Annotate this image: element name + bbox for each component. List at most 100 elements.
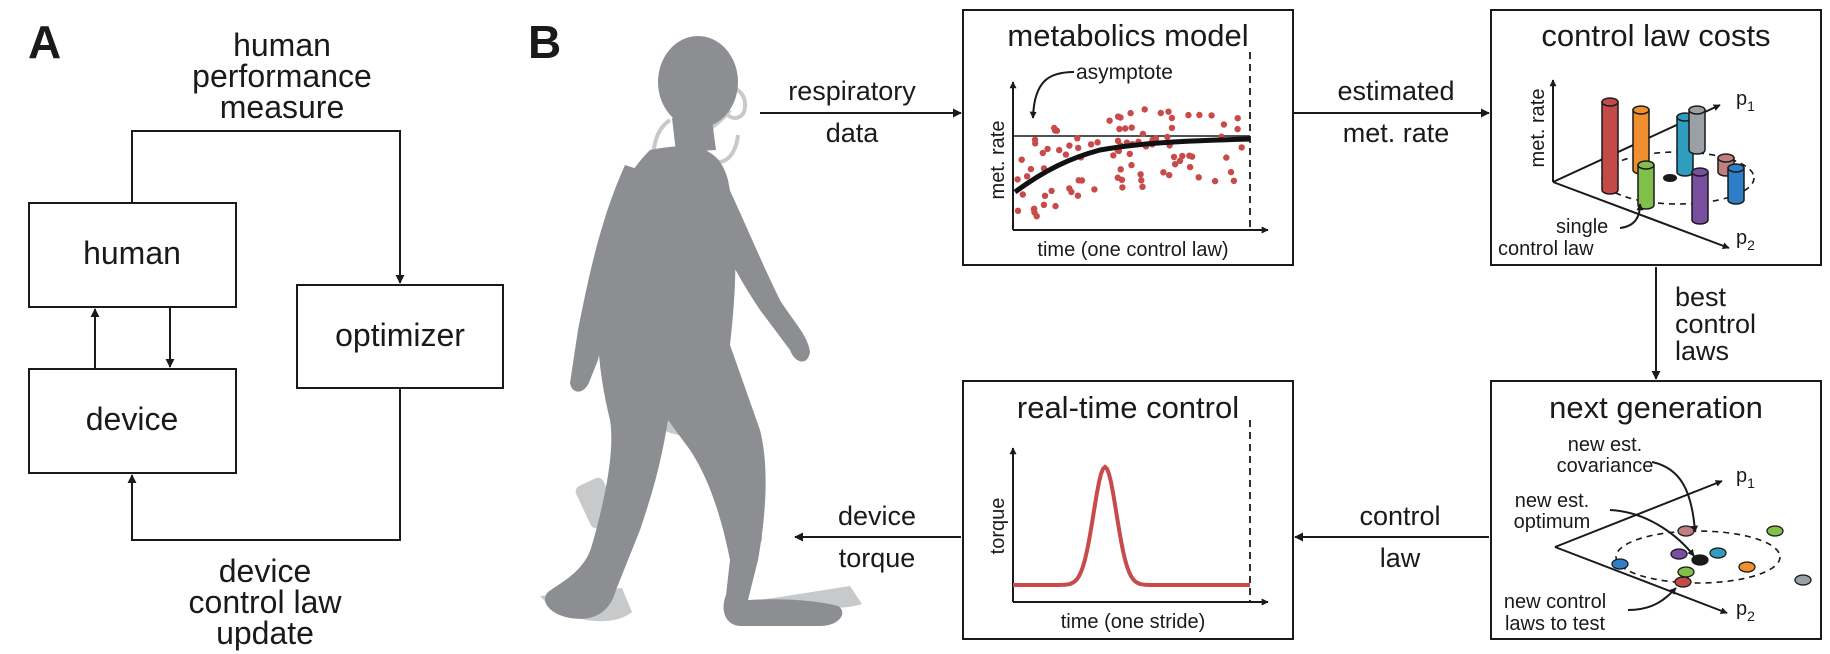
- svg-text:new control: new control: [1504, 591, 1606, 613]
- data-point: [1032, 140, 1039, 147]
- svg-text:best: best: [1675, 282, 1727, 312]
- data-point: [1126, 150, 1134, 158]
- data-point: [1062, 151, 1070, 158]
- torque-xlabel: time (one stride): [1061, 611, 1206, 633]
- human-performance-measure-label: human performance measure: [192, 27, 372, 125]
- svg-text:update: update: [216, 615, 314, 651]
- candidate-control-law: [1794, 574, 1812, 586]
- data-point: [1171, 161, 1179, 168]
- candidate-control-law: [1691, 554, 1709, 566]
- real-time-control-title: real-time control: [1017, 390, 1239, 425]
- walking-person-silhouette: [540, 36, 862, 626]
- data-point: [1166, 171, 1173, 179]
- data-point: [1023, 173, 1031, 180]
- data-point: [1051, 124, 1058, 132]
- cost-cylinder-top: [1632, 105, 1650, 115]
- data-point: [1033, 213, 1040, 220]
- svg-text:respiratory: respiratory: [788, 76, 916, 106]
- respiratory-data-points: [1014, 106, 1245, 220]
- optimizer-to-device-arrow: [127, 388, 401, 541]
- torque-ylabel: torque: [987, 498, 1009, 555]
- measure-to-optimizer-arrow: [131, 130, 405, 284]
- svg-text:performance: performance: [192, 58, 372, 94]
- svg-text:met. rate: met. rate: [1343, 118, 1450, 148]
- data-point: [1075, 177, 1082, 184]
- data-point: [1114, 137, 1122, 144]
- metabolics-ylabel: met. rate: [987, 121, 1009, 200]
- data-point: [1168, 114, 1176, 122]
- cost-cylinder-top: [1601, 97, 1619, 107]
- data-point: [1139, 183, 1146, 190]
- laws-to-test-pointer: [1627, 587, 1677, 611]
- metabolics-model-panel: metabolics model asymptote met. rate tim…: [962, 9, 1294, 266]
- data-point: [1176, 157, 1184, 164]
- data-point: [1185, 111, 1192, 119]
- svg-text:law: law: [1380, 543, 1421, 573]
- new-control-law-points: [1611, 525, 1812, 588]
- data-point: [1119, 184, 1126, 191]
- data-point: [1052, 202, 1059, 210]
- candidate-control-law: [1738, 561, 1756, 573]
- data-point: [1074, 192, 1082, 199]
- data-point: [1122, 125, 1129, 132]
- data-point: [1137, 171, 1144, 178]
- svg-text:optimum: optimum: [1514, 511, 1591, 533]
- data-point: [1186, 152, 1193, 159]
- optimizer-label: optimizer: [335, 317, 465, 353]
- data-point: [1118, 176, 1126, 183]
- control-law-label: control law: [1359, 501, 1440, 573]
- data-point: [1117, 166, 1124, 173]
- data-point: [1211, 177, 1219, 185]
- data-point: [1106, 117, 1113, 124]
- asymptote-pointer-arrow: [1029, 71, 1075, 119]
- costs-p2-label: p2: [1736, 227, 1755, 253]
- data-point: [1227, 168, 1235, 176]
- svg-text:control: control: [1359, 501, 1440, 531]
- svg-text:laws to test: laws to test: [1505, 613, 1605, 635]
- data-point: [1234, 125, 1241, 133]
- data-point: [1056, 146, 1063, 154]
- svg-text:laws: laws: [1675, 336, 1729, 366]
- data-point: [1170, 153, 1178, 161]
- device-label: device: [86, 401, 179, 437]
- optimum-label: new est. optimum: [1514, 490, 1591, 533]
- device-control-law-update-label: device control law update: [189, 553, 343, 651]
- candidate-control-law: [1709, 547, 1727, 559]
- data-point: [1048, 187, 1055, 195]
- data-point: [1230, 177, 1238, 184]
- svg-text:device: device: [219, 553, 312, 589]
- data-point: [1087, 141, 1095, 148]
- single-control-law-label-2: control law: [1498, 238, 1594, 260]
- cost-cylinder: [1688, 109, 1706, 155]
- data-point: [1044, 145, 1051, 153]
- data-point: [1160, 169, 1167, 176]
- data-point: [1141, 106, 1148, 113]
- data-point: [1223, 154, 1230, 161]
- candidate-control-law: [1677, 525, 1695, 537]
- svg-text:covariance: covariance: [1557, 455, 1654, 477]
- data-point: [1179, 152, 1186, 160]
- data-point: [1027, 165, 1035, 173]
- svg-text:estimated: estimated: [1337, 76, 1454, 106]
- respiratory-data-label: respiratory data: [788, 76, 916, 148]
- svg-text:new est.: new est.: [1568, 434, 1642, 456]
- cost-cylinder-top: [1688, 105, 1706, 115]
- real-time-control-panel: real-time control torque time (one strid…: [962, 380, 1294, 640]
- panel-a-letter: A: [28, 16, 61, 68]
- nextgen-p1-label: p1: [1736, 465, 1755, 491]
- asymptote-label: asymptote: [1076, 61, 1173, 84]
- human-box: [28, 202, 237, 308]
- next-generation-panel: next generation p1 p2 new est. covarianc…: [1490, 380, 1822, 640]
- data-point: [1041, 192, 1049, 199]
- candidate-control-law: [1670, 548, 1688, 560]
- data-point: [1040, 201, 1048, 208]
- data-point: [1186, 163, 1194, 171]
- data-point: [1018, 156, 1025, 163]
- human-label: human: [83, 235, 181, 271]
- metabolics-xlabel: time (one control law): [1037, 239, 1228, 261]
- panel-b-letter: B: [528, 16, 561, 68]
- svg-text:torque: torque: [839, 543, 916, 573]
- single-control-law-pointer: [1619, 203, 1644, 229]
- data-point: [1208, 112, 1215, 119]
- costs-p1-label: p1: [1736, 88, 1755, 114]
